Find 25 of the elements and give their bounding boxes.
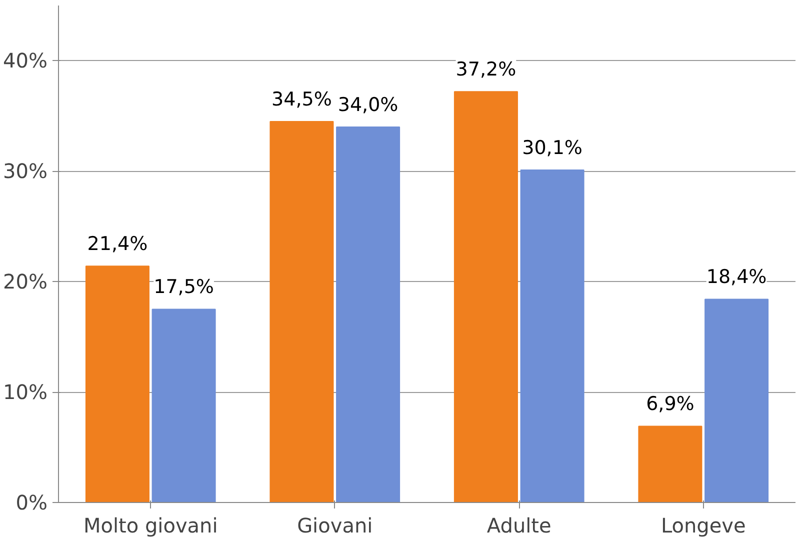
data-label: 34,0% bbox=[338, 94, 398, 116]
bar bbox=[152, 308, 216, 502]
data-label: 30,1% bbox=[522, 137, 582, 160]
bar bbox=[336, 126, 400, 502]
x-tick-label: Adulte bbox=[486, 514, 552, 538]
bar bbox=[270, 120, 334, 502]
bar bbox=[520, 170, 584, 502]
x-tick-label: Molto giovani bbox=[83, 514, 218, 538]
data-label: 18,4% bbox=[706, 266, 767, 288]
y-tick-label: 30% bbox=[3, 159, 48, 184]
x-tick-label: Longeve bbox=[660, 514, 746, 538]
bar bbox=[638, 426, 702, 502]
y-tick-label: 40% bbox=[3, 48, 48, 73]
data-label: 6,9% bbox=[646, 393, 694, 416]
data-label: 34,5% bbox=[272, 88, 332, 110]
bar bbox=[454, 91, 518, 502]
y-tick-label: 20% bbox=[3, 270, 48, 294]
bar bbox=[704, 298, 769, 502]
y-tick-label: 0% bbox=[16, 490, 48, 514]
bar bbox=[85, 266, 150, 502]
y-tick-label: 10% bbox=[3, 380, 48, 404]
x-tick-label: Giovani bbox=[297, 514, 373, 538]
data-label: 21,4% bbox=[87, 233, 148, 256]
data-label: 37,2% bbox=[456, 58, 516, 81]
data-label: 17,5% bbox=[154, 276, 214, 298]
